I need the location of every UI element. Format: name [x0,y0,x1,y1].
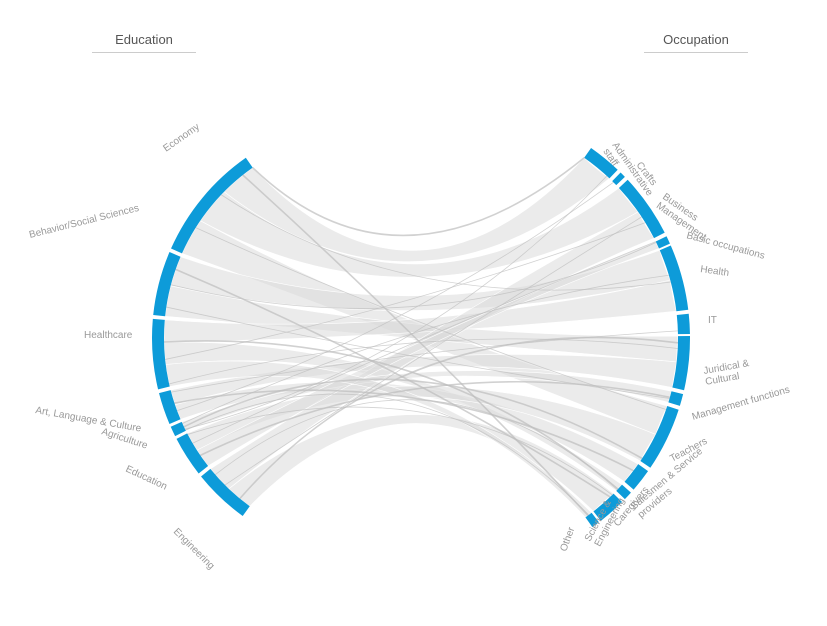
occupation-header: Occupation [644,32,748,53]
occupation-label-line: IT [708,315,717,326]
education-arc-education[interactable] [176,433,209,474]
chord-line-3-1 [176,181,614,412]
education-label-economy: Economy [161,122,201,155]
chord-line-2-10 [163,340,619,491]
education-label-line: Healthcare [84,330,133,341]
occupation-label-health: Health [700,264,730,279]
occupation-arc-health[interactable] [659,245,689,312]
occupation-label-basic-occupations: Basic occupations [685,230,766,261]
education-arc-agriculture[interactable] [170,421,186,437]
chord-line-5-11 [187,406,613,496]
education-header: Education [92,32,196,53]
education-label-healthcare: Healthcare [84,330,133,341]
chord-line-3-9 [174,389,634,472]
occupation-arc-basic-occupations[interactable] [655,236,670,249]
occupation-label-juridical-cultural: Juridical &Cultural [703,358,753,388]
occupation-arc-teachers[interactable] [640,405,679,468]
occupation-arc-salesmen-service-providers[interactable] [624,464,649,490]
occupation-arc-caregivers[interactable] [616,484,631,500]
occupation-arc-crafts[interactable] [612,172,625,186]
chord-line-5-7 [199,380,671,457]
education-label-art-language-culture: Art, Language & Culture [34,405,142,435]
occupation-arc-administrative-staff[interactable] [584,147,618,179]
education-header-label: Education [115,32,173,47]
education-label-engineering: Engineering [171,526,217,572]
occupation-label-line: Basic occupations [685,230,766,261]
education-header-rule [92,52,196,53]
occupation-label-management-functions: Management functions [691,384,791,422]
occupation-arc-management-functions[interactable] [668,391,684,406]
chord-band-6-11 [228,414,615,512]
chord-lines [163,157,679,517]
education-arc-economy[interactable] [171,157,253,254]
education-arc-healthcare[interactable] [152,318,170,390]
education-arc-art-language-culture[interactable] [159,390,181,424]
occupation-arc-science-engineering[interactable] [593,493,623,521]
education-arc-behavior-social-sciences[interactable] [153,252,181,317]
chord-band-4-7 [181,370,672,432]
category-arcs [152,147,690,528]
chord-line-6-10 [215,399,619,490]
chord-line-6-2 [224,216,642,486]
chord-line-4-8 [183,378,643,460]
education-label-line: Art, Language & Culture [34,405,142,435]
occupation-label-it: IT [708,315,717,326]
occupation-header-rule [644,52,748,53]
chord-line-3-5 [171,330,678,393]
education-label-education: Education [124,464,169,493]
education-label-line: Behavior/Social Sciences [28,203,140,241]
chord-line-0-0 [252,157,585,237]
occupation-label-line: Health [700,264,730,279]
chord-line-6-6 [239,336,679,500]
education-label-line: Engineering [171,526,217,572]
chord-band-2-4 [163,279,677,343]
education-label-behavior-social-sciences: Behavior/Social Sciences [28,203,140,241]
occupation-arc-other[interactable] [585,512,599,528]
chord-line-4-0 [184,175,608,430]
occupation-label-line: Other [558,525,577,553]
occupation-label-other: Other [558,525,577,553]
education-label-line: Economy [161,122,201,155]
occupation-arc-business-management[interactable] [618,179,665,239]
chord-line-0-4 [220,194,671,291]
education-arc-engineering[interactable] [201,468,250,516]
chord-line-4-4 [182,274,669,424]
occupation-label-line: Management functions [691,384,791,422]
occupation-header-label: Occupation [663,32,729,47]
education-label-line: Education [124,464,169,493]
occupation-arc-juridical-cultural[interactable] [672,335,690,391]
chord-line-5-3 [192,241,656,444]
occupation-arc-it[interactable] [676,313,690,335]
chord-line-2-2 [165,222,646,360]
chord-line-1-11 [175,268,611,498]
chord-line-2-6 [169,338,678,385]
chord-line-0-12 [242,174,589,517]
